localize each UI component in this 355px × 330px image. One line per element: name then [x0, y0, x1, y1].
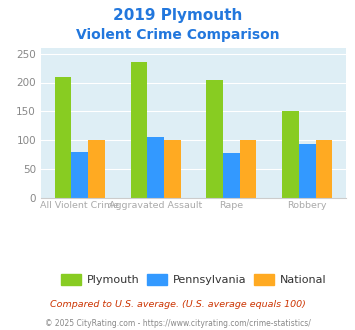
Bar: [223, 153, 240, 198]
Bar: [71, 152, 88, 198]
Text: Violent Crime Comparison: Violent Crime Comparison: [76, 28, 279, 42]
Bar: [164, 140, 181, 198]
Bar: [240, 140, 256, 198]
Text: © 2025 CityRating.com - https://www.cityrating.com/crime-statistics/: © 2025 CityRating.com - https://www.city…: [45, 319, 310, 328]
Text: 2019 Plymouth: 2019 Plymouth: [113, 8, 242, 23]
Bar: [282, 112, 299, 198]
Bar: [206, 80, 223, 198]
Legend: Plymouth, Pennsylvania, National: Plymouth, Pennsylvania, National: [56, 270, 331, 290]
Bar: [316, 140, 332, 198]
Bar: [299, 144, 316, 198]
Bar: [55, 77, 71, 198]
Bar: [131, 62, 147, 198]
Bar: [147, 137, 164, 198]
Bar: [88, 140, 105, 198]
Text: Compared to U.S. average. (U.S. average equals 100): Compared to U.S. average. (U.S. average …: [50, 300, 305, 309]
